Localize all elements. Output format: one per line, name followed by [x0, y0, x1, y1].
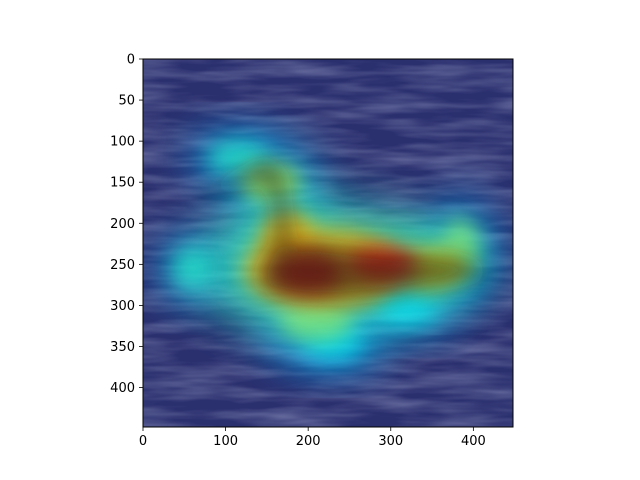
bird-body: [192, 161, 490, 299]
activation-core-1: [377, 295, 438, 324]
y-tick-label-100: 100: [110, 135, 135, 150]
y-tick-label-300: 300: [110, 299, 135, 314]
y-tick-label-400: 400: [110, 381, 135, 396]
y-tick-label-0: 0: [127, 53, 135, 68]
x-tick-label-100: 100: [213, 434, 238, 449]
x-axis: 0 100 200 300 400: [139, 427, 486, 449]
y-tick-label-350: 350: [110, 340, 135, 355]
x-tick-label-300: 300: [378, 434, 403, 449]
y-axis: 0 50 100 150 200 250 300 350 400: [110, 53, 143, 396]
activation-core-3: [208, 141, 268, 174]
y-tick-label-50: 50: [118, 94, 135, 109]
x-tick-label-400: 400: [461, 434, 486, 449]
activation-core-2: [172, 248, 213, 289]
y-tick-label-200: 200: [110, 217, 135, 232]
plot-frame: [142, 58, 514, 428]
plot-area: [143, 59, 513, 427]
bird-silhouette: [192, 161, 490, 299]
y-tick-label-150: 150: [110, 176, 135, 191]
activation-core-5: [280, 302, 353, 342]
x-tick-label-0: 0: [139, 434, 147, 449]
x-tick-label-200: 200: [296, 434, 321, 449]
y-tick-label-250: 250: [110, 258, 135, 273]
